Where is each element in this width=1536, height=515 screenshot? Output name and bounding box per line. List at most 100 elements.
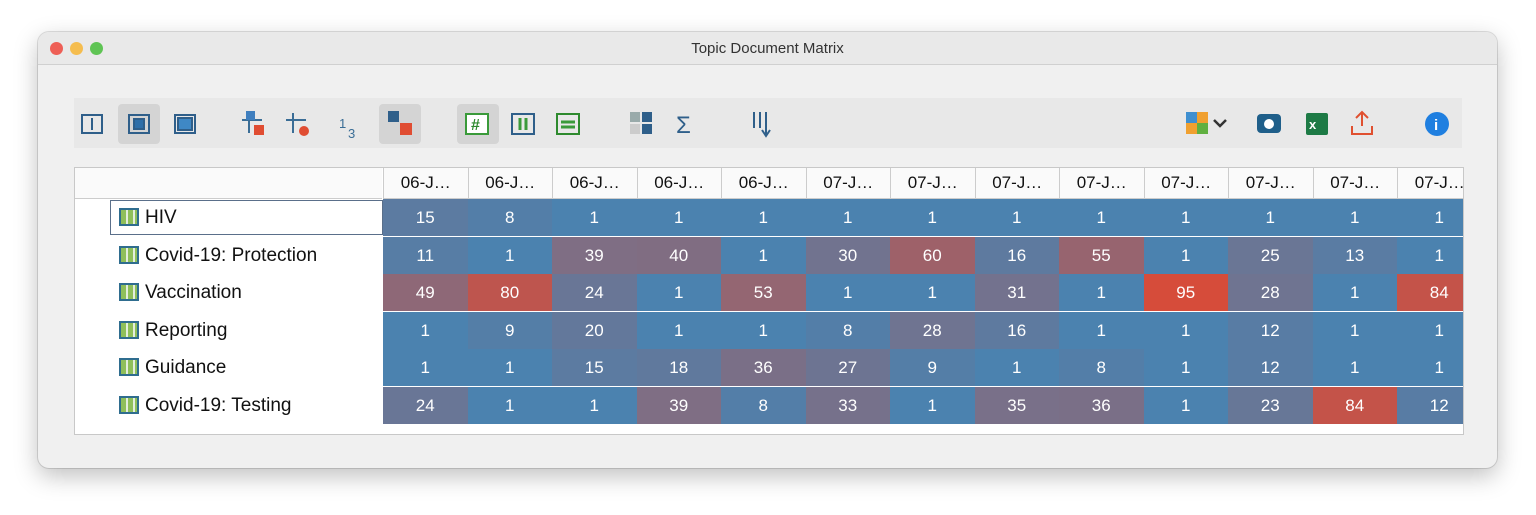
matrix-cell: 60 [890,236,975,274]
corner-header [75,168,382,199]
column-header: 06-J… [467,168,552,199]
cell-value: 36 [1091,395,1111,415]
cell-value: 1 [1096,208,1106,227]
cell-value: 1 [843,283,853,302]
cell-value: 1 [758,208,768,227]
topic-icon [119,320,139,339]
matrix-cell: 1 [1397,199,1463,236]
cell-value: 27 [838,358,858,377]
cell-value: 15 [415,208,435,227]
matrix-cell: 1 [974,199,1059,236]
matrix-cell: 1 [1059,274,1144,311]
cell-value: 23 [1260,395,1280,415]
matrix-cell: 12 [1397,386,1463,424]
matrix-cell: 1 [721,236,806,274]
cell-value: 1 [927,395,937,415]
matrix-cell: 80 [467,274,552,311]
cell-value: 1 [1181,245,1191,265]
matrix-cell: 1 [890,274,975,311]
cell-value: 1 [589,395,599,415]
cell-value: 24 [415,395,435,415]
cell-value: 1 [1181,395,1191,415]
cell-value: 1 [1181,208,1191,227]
cell-value: 1 [1181,358,1191,377]
cell-value: 15 [584,358,604,377]
cell-value: 53 [753,283,773,302]
matrix-cell: 1 [383,349,468,386]
svg-text:Σ: Σ [676,112,691,139]
matrix-cell: 1 [1228,199,1313,236]
matrix-cell: 55 [1059,236,1144,274]
matrix-cell: 1 [467,236,552,274]
cell-value: 8 [758,395,768,415]
matrix-cell: 8 [1059,349,1144,386]
topic-icon [119,395,139,414]
column-header: 07-J… [1059,168,1144,199]
cell-value: 12 [1260,320,1280,340]
column-header: 07-J… [1397,168,1463,199]
matrix-cell: 27 [805,349,890,386]
cell-value: 1 [1096,320,1106,340]
cell-value: 1 [420,358,430,377]
cell-value: 1 [1350,283,1360,302]
matrix-cell: 1 [1059,311,1144,349]
window-title: Topic Document Matrix [691,40,844,57]
matrix-cell: 1 [636,311,721,349]
cell-value: 1 [674,283,684,302]
topic-icon [119,283,139,301]
matrix-cell: 1 [721,199,806,236]
cell-value: 1 [1096,283,1106,302]
cell-value: 1 [1012,358,1022,377]
row-label: Covid-19: Testing [111,389,291,422]
column-header: 06-J… [721,168,806,199]
column-header: 06-J… [383,168,468,199]
matrix-cell: 11 [383,236,468,274]
matrix-cell: 1 [1312,349,1397,386]
matrix-cell: 12 [1228,349,1313,386]
matrix-cell: 1 [805,199,890,236]
cell-value: 1 [589,208,599,227]
cell-value: 1 [1012,208,1022,227]
cell-value: 84 [1345,395,1365,415]
minimize-button[interactable] [70,42,83,55]
cell-value: 1 [1350,320,1360,340]
cell-value: 1 [927,283,937,302]
cell-value: 11 [416,245,435,265]
cell-value: 1 [1350,358,1360,377]
matrix-cell: 9 [467,311,552,349]
matrix-cell: 25 [1228,236,1313,274]
cell-value: 12 [1260,358,1280,377]
matrix-cell: 95 [1143,274,1228,311]
row-label: HIV [110,200,383,235]
cell-value: 39 [669,395,689,415]
svg-text:x: x [1309,117,1317,132]
zoom-button[interactable] [90,42,103,55]
matrix-cell: 84 [1312,386,1397,424]
matrix-cell: 1 [1397,311,1463,349]
matrix-cell: 36 [1059,386,1144,424]
cell-value: 1 [505,245,515,265]
svg-text:1: 1 [339,116,346,131]
close-button[interactable] [50,42,63,55]
matrix-cell: 1 [1143,349,1228,386]
cell-value: 1 [674,320,684,340]
matrix-cell: 8 [805,311,890,349]
matrix-cell: 1 [552,199,637,236]
matrix-cell: 9 [890,349,975,386]
matrix-cell: 1 [1312,199,1397,236]
row-label: Vaccination [111,276,242,309]
cell-value: 1 [758,320,768,340]
column-header: 07-J… [890,168,975,199]
matrix-cell: 33 [805,386,890,424]
matrix-cell: 24 [552,274,637,311]
cell-value: 13 [1345,245,1365,265]
matrix-cell: 12 [1228,311,1313,349]
matrix-cell: 1 [974,349,1059,386]
column-header: 07-J… [974,168,1059,199]
cell-value: 95 [1176,283,1196,302]
cell-value: 24 [584,283,604,302]
cell-value: 1 [1434,320,1444,340]
cell-value: 1 [1181,320,1191,340]
